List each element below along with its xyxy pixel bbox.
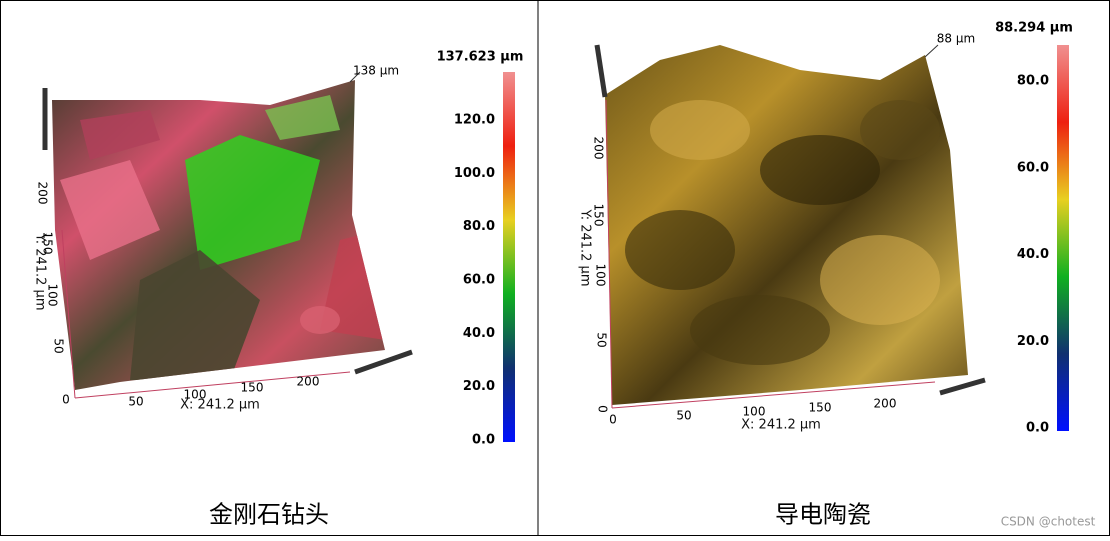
- x-tick-label: 0: [609, 413, 617, 427]
- y-axis-line: [605, 99, 613, 409]
- x-axis-end: [939, 377, 986, 396]
- x-tick-label: 0: [62, 393, 70, 407]
- surface-image: [605, 45, 968, 405]
- labels: 金刚石钻头 138 µm X: 241.2 µm Y: 241.2 µm 0 50 100 1…: [33, 21, 1073, 529]
- x-axis-label: X: 241.2 µm: [741, 418, 821, 433]
- peak-label: 88 µm: [937, 32, 975, 46]
- peak-leader: [349, 71, 361, 83]
- colorbar-tick-label: 0.0: [472, 433, 495, 448]
- colorbar-tick-label: 100.0: [454, 166, 495, 181]
- colorbar: [1057, 45, 1069, 431]
- z-axis: [594, 44, 608, 98]
- x-tick-label: 150: [809, 401, 832, 415]
- colorbar-tick-label: 40.0: [463, 326, 495, 341]
- colorbar-tick-label: 0.0: [1026, 421, 1049, 436]
- colorbar-max-label: 88.294 µm: [995, 21, 1073, 36]
- y-tick-label: 100: [594, 264, 608, 287]
- y-axis-label: Y: 241.2 µm: [33, 232, 48, 310]
- x-tick-label: 100: [184, 388, 207, 402]
- colorbar-tick-label: 20.0: [1017, 334, 1049, 349]
- x-tick-label: 50: [676, 409, 691, 423]
- colorbar-tick-label: 120.0: [454, 113, 495, 128]
- surface-image: [52, 80, 385, 390]
- y-tick-label: 200: [592, 137, 606, 160]
- watermark: CSDN @chotest: [1001, 515, 1096, 529]
- colorbar-tick-label: 80.0: [463, 219, 495, 234]
- y-axis-line: [61, 229, 76, 399]
- panel-caption: 金刚石钻头: [209, 501, 329, 529]
- x-tick-label: 150: [241, 381, 264, 395]
- x-tick-label: 200: [297, 375, 320, 389]
- colorbar-tick-label: 60.0: [463, 273, 495, 288]
- x-axis-line: [74, 371, 351, 399]
- peak-leader: [924, 44, 939, 58]
- peak-label: 138 µm: [353, 64, 399, 78]
- colorbar-tick-label: 20.0: [463, 379, 495, 394]
- y-tick-label: 200: [36, 182, 50, 205]
- colorbar-tick-label: 60.0: [1017, 160, 1049, 175]
- x-axis-label: X: 241.2 µm: [180, 398, 260, 413]
- y-axis-label: Y: 241.2 µm: [578, 208, 593, 286]
- colorbar: [503, 72, 515, 442]
- y-tick-label: 150: [592, 204, 606, 227]
- panel-caption: 导电陶瓷: [775, 501, 871, 529]
- y-tick-label: 50: [595, 332, 609, 347]
- colorbar-tick-label: 40.0: [1017, 247, 1049, 262]
- y-tick-label: 0: [596, 405, 610, 413]
- x-tick-label: 200: [874, 397, 897, 411]
- x-tick-label: 100: [743, 405, 766, 419]
- x-axis-end: [354, 349, 413, 375]
- colorbar-tick-label: 80.0: [1017, 74, 1049, 89]
- y-tick-label: 50: [52, 338, 66, 353]
- x-tick-label: 50: [128, 395, 143, 409]
- colorbar-max-label: 137.623 µm: [437, 50, 524, 65]
- y-tick-label: 150: [41, 232, 55, 255]
- x-axis-line: [611, 381, 936, 409]
- y-tick-label: 100: [46, 284, 60, 307]
